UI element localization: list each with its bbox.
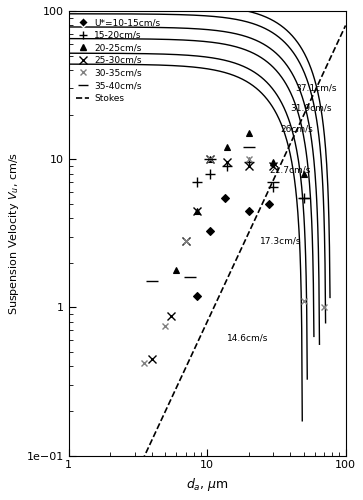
Stokes [200, 330, 204, 336]
Stokes [231, 262, 236, 268]
Text: 14.6cm/s: 14.6cm/s [227, 334, 269, 342]
Y-axis label: Suspension Velocity $V_u$, cm/s: Suspension Velocity $V_u$, cm/s [7, 152, 21, 315]
Stokes [337, 36, 341, 43]
Text: 21.7cm/s: 21.7cm/s [269, 165, 310, 174]
Stokes [343, 22, 348, 28]
Text: 17.3cm/s: 17.3cm/s [260, 236, 301, 246]
Stokes [198, 334, 202, 340]
Line: Stokes: Stokes [69, 26, 346, 500]
Stokes [293, 130, 298, 136]
Text: 37.1cm/s: 37.1cm/s [295, 84, 336, 93]
Text: 31.9cm/s: 31.9cm/s [290, 104, 332, 113]
Stokes [216, 294, 221, 300]
Text: 26cm/s: 26cm/s [281, 124, 313, 134]
X-axis label: $d_a$, $\mu$m: $d_a$, $\mu$m [186, 476, 228, 493]
Legend: U*=10-15cm/s, 15-20cm/s, 20-25cm/s, 25-30cm/s, 30-35cm/s, 35-40cm/s, Stokes: U*=10-15cm/s, 15-20cm/s, 20-25cm/s, 25-3… [73, 16, 163, 106]
